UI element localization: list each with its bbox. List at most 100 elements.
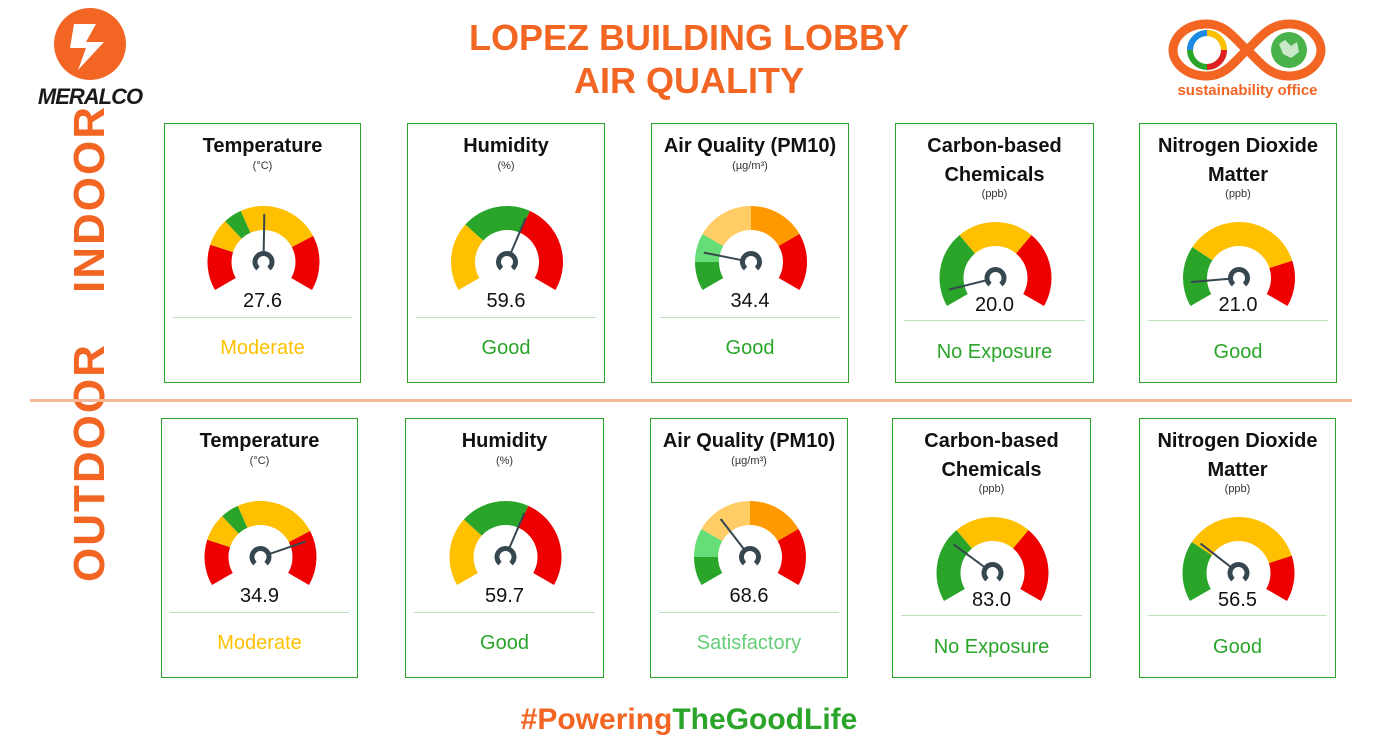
gauge-band-yellow — [959, 221, 1032, 254]
card-value: 83.0 — [972, 589, 1011, 611]
gauge-band-green — [463, 501, 529, 536]
gauge-band-yellow — [240, 206, 314, 248]
gauge-band-green — [695, 262, 724, 290]
card-title: Nitrogen Dioxide Matter — [1157, 430, 1318, 481]
gauge-band-yellow — [210, 221, 242, 253]
gauge-needle — [507, 512, 526, 551]
card-value: 59.7 — [485, 585, 524, 607]
gauge-band-red — [1016, 235, 1052, 306]
status-label: Moderate — [220, 337, 305, 359]
card-value: 27.6 — [243, 290, 282, 312]
card-title: Air Quality (PM10) — [663, 135, 837, 157]
gauge-needle — [719, 518, 746, 552]
gauge-band-yellow — [1192, 222, 1293, 269]
card-divider — [170, 612, 349, 613]
gauge-chart — [207, 206, 320, 290]
gauge-band-green — [1183, 247, 1213, 306]
card-value: 34.9 — [240, 585, 279, 607]
gauge-needle — [262, 213, 266, 255]
infinity-logo-icon — [1168, 19, 1326, 81]
status-label: Satisfactory — [696, 632, 802, 654]
card-unit: (µg/m³) — [731, 455, 767, 467]
section-divider — [30, 399, 1352, 402]
status-label: Moderate — [217, 632, 302, 654]
gauge-band-green — [936, 530, 972, 601]
outdoor-card-pm10: Air Quality (PM10) (µg/m³) 68.6 Satisfactor… — [650, 418, 848, 678]
gauge-band-red — [777, 529, 806, 585]
gauge-hub — [1227, 562, 1250, 582]
outdoor-card-temperature: Temperature (°C) 34.9 Moderate — [161, 418, 358, 678]
card-unit: (ppb) — [1225, 188, 1251, 200]
gauge-band-red — [1266, 260, 1295, 306]
card-unit: (ppb) — [981, 188, 1008, 200]
gauge-band-green — [939, 235, 975, 306]
card-title: Temperature — [199, 430, 320, 452]
gauge-band-red — [1013, 530, 1049, 601]
card-value: 20.0 — [975, 294, 1014, 316]
card-title: Carbon-based Chemicals — [927, 135, 1062, 186]
sustainability-office-logo: sustainability office — [1165, 14, 1330, 104]
outdoor-card-no2: Nitrogen Dioxide Matter (ppb) 56.5 Good — [1139, 418, 1336, 678]
indoor-card-no2: Nitrogen Dioxide Matter (ppb) 21.0 Good — [1139, 123, 1337, 383]
indoor-section-label: INDOOR — [65, 105, 114, 293]
card-title: Temperature — [202, 135, 323, 157]
card-unit: (ppb) — [978, 483, 1005, 495]
gauge-band-yellow — [956, 517, 1029, 549]
status-label: Good — [480, 632, 529, 654]
footer-hashtag: #PoweringTheGoodLife — [0, 700, 1378, 740]
indoor-card-humidity: Humidity (%) 59.6 Good — [407, 123, 605, 383]
status-label: Good — [1213, 636, 1262, 658]
gauge-hub — [252, 251, 275, 271]
card-divider — [901, 615, 1082, 616]
indoor-card-temperature: Temperature (°C) 27.6 Moderate — [164, 123, 361, 383]
gauge-band-yellow — [207, 516, 239, 548]
meralco-logo: MERALCO — [34, 6, 146, 109]
sustainability-office-text: sustainability office — [1177, 82, 1318, 99]
gauge-band-red — [207, 244, 236, 290]
card-value: 34.4 — [730, 290, 770, 312]
status-label: No Exposure — [933, 636, 1050, 658]
card-divider — [660, 317, 840, 318]
card-divider — [414, 612, 595, 613]
outdoor-card-carbon: Carbon-based Chemicals (ppb) 83.0 No Exposu… — [892, 418, 1091, 678]
gauge-hub — [494, 546, 517, 566]
gauge-band-light_orange — [701, 501, 750, 541]
gauge-chart — [695, 206, 807, 290]
gauge-band-orange — [751, 206, 800, 246]
card-divider — [1148, 320, 1328, 321]
indoor-card-carbon: Carbon-based Chemicals (ppb) 20.0 No Exposu… — [895, 123, 1094, 383]
gauge-band-green — [222, 505, 248, 534]
gauge-band-yellow — [237, 501, 311, 543]
card-value: 56.5 — [1218, 589, 1257, 611]
card-divider — [1148, 615, 1327, 616]
gauge-needle — [953, 543, 987, 570]
card-divider — [904, 320, 1085, 321]
status-label: Good — [1213, 341, 1263, 363]
indoor-card-pm10: Air Quality (PM10) (µg/m³) 34.4 Good — [651, 123, 849, 383]
gauge-band-light_green — [694, 529, 723, 557]
gauge-band-orange — [750, 501, 799, 541]
gauge-needle — [509, 217, 527, 256]
gauge-band-red — [518, 505, 562, 585]
card-title: Carbon-based Chemicals — [924, 430, 1059, 481]
footer-hashtag-part1: #Powering — [520, 703, 673, 736]
gauge-needle — [703, 251, 744, 262]
page-title: LOPEZ BUILDING LOBBY — [469, 17, 909, 58]
gauge-chart — [1182, 517, 1295, 601]
gauge-band-yellow — [451, 224, 484, 290]
gauge-band-green — [694, 557, 723, 585]
gauge-needle — [1199, 542, 1233, 569]
card-divider — [173, 317, 352, 318]
meralco-logo-icon — [54, 8, 126, 80]
gauge-band-green — [465, 206, 530, 241]
card-value: 21.0 — [1218, 294, 1258, 316]
card-title: Air Quality (PM10) — [662, 430, 836, 452]
gauge-chart — [451, 206, 563, 290]
card-unit: (%) — [495, 455, 514, 467]
status-label: Good — [725, 337, 775, 359]
gauge-band-red — [778, 234, 807, 290]
card-value: 68.6 — [729, 585, 769, 607]
gauge-chart — [204, 501, 317, 585]
gauge-chart — [936, 517, 1049, 601]
page-subtitle: AIR QUALITY — [574, 60, 804, 101]
